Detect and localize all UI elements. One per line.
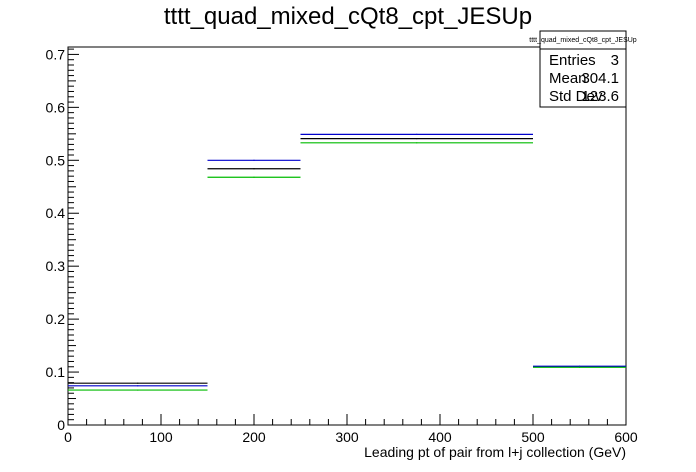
stats-stddev-label: Std Dev <box>549 88 603 105</box>
stats-entries-label: Entries <box>549 52 596 69</box>
stats-box-frame <box>539 30 627 108</box>
stats-entries-value: 3 <box>611 52 619 69</box>
stats-box: tttt_quad_mixed_cQt8_cpt_JESUp Entries 3… <box>529 30 637 108</box>
histogram-series <box>68 133 626 391</box>
x-tick-label: 300 <box>335 429 359 445</box>
x-tick-label: 500 <box>521 429 545 445</box>
x-tick-label: 400 <box>428 429 452 445</box>
stats-stddev-value: 123.6 <box>581 88 619 105</box>
stats-box-name: tttt_quad_mixed_cQt8_cpt_JESUp <box>529 37 637 44</box>
stats-mean-value: 304.1 <box>581 70 619 87</box>
y-tick-label: 0.4 <box>46 205 66 221</box>
x-tick-label: 100 <box>149 429 173 445</box>
y-tick-label: 0.1 <box>46 364 66 380</box>
y-tick-label: 0.5 <box>46 152 66 168</box>
y-tick-label: 0 <box>57 417 65 433</box>
x-axis: 0 100 200 300 400 500 600 <box>64 414 638 445</box>
y-axis: 0 0.1 0.2 0.3 0.4 0.5 0.6 0.7 <box>46 46 79 433</box>
stats-mean-label: Mean <box>549 70 587 87</box>
x-tick-label: 200 <box>242 429 266 445</box>
x-axis-title: Leading pt of pair from l+j collection (… <box>364 444 626 460</box>
y-tick-label: 0.3 <box>46 258 66 274</box>
x-tick-label: 600 <box>614 429 638 445</box>
y-tick-label: 0.7 <box>46 46 66 62</box>
y-tick-label: 0.6 <box>46 99 66 115</box>
y-tick-label: 0.2 <box>46 311 66 327</box>
x-tick-label: 0 <box>64 429 72 445</box>
chart-title: tttt_quad_mixed_cQt8_cpt_JESUp <box>164 3 532 30</box>
